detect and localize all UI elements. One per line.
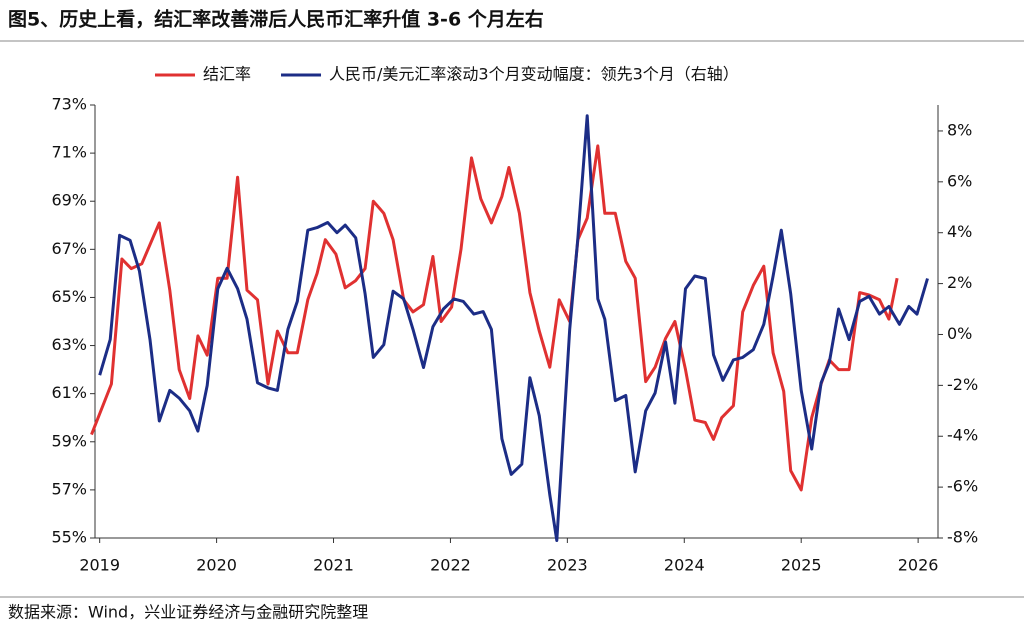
y2-tick-label: -8% [947, 528, 978, 547]
y2-tick-label: -2% [947, 375, 978, 394]
y-tick-label: 59% [51, 431, 87, 450]
y-tick-label: 69% [51, 191, 87, 210]
x-tick-label: 2020 [196, 556, 237, 575]
y-tick-label: 73% [51, 95, 87, 114]
series-line [98, 114, 929, 542]
x-tick-label: 2026 [898, 556, 939, 575]
legend-label: 人民币/美元汇率滚动3个月变动幅度：领先3个月（右轴） [329, 65, 739, 84]
y2-tick-label: 4% [947, 222, 972, 241]
legend-label: 结汇率 [203, 65, 251, 84]
chart-title: 图5、历史上看，结汇率改善滞后人民币汇率升值 3-6 个月左右 [8, 8, 544, 31]
y2-tick-label: 6% [947, 171, 972, 190]
y2-tick-label: -4% [947, 426, 978, 445]
y-tick-label: 71% [51, 143, 87, 162]
y-tick-label: 61% [51, 383, 87, 402]
y-tick-label: 67% [51, 239, 87, 258]
y2-tick-label: 8% [947, 120, 972, 139]
x-tick-label: 2021 [313, 556, 354, 575]
source: 数据来源：Wind，兴业证券经济与金融研究院整理 [8, 603, 368, 622]
y2-tick-label: -6% [947, 477, 978, 496]
y-tick-label: 63% [51, 335, 87, 354]
x-tick-label: 2019 [79, 556, 120, 575]
y2-tick-label: 2% [947, 273, 972, 292]
x-tick-label: 2024 [664, 556, 705, 575]
series-line [90, 144, 899, 492]
y2-tick-label: 0% [947, 324, 972, 343]
y-tick-label: 55% [51, 528, 87, 547]
y-tick-label: 65% [51, 287, 87, 306]
y-tick-label: 57% [51, 479, 87, 498]
x-tick-label: 2022 [430, 556, 471, 575]
x-tick-label: 2023 [547, 556, 588, 575]
x-tick-label: 2025 [781, 556, 822, 575]
